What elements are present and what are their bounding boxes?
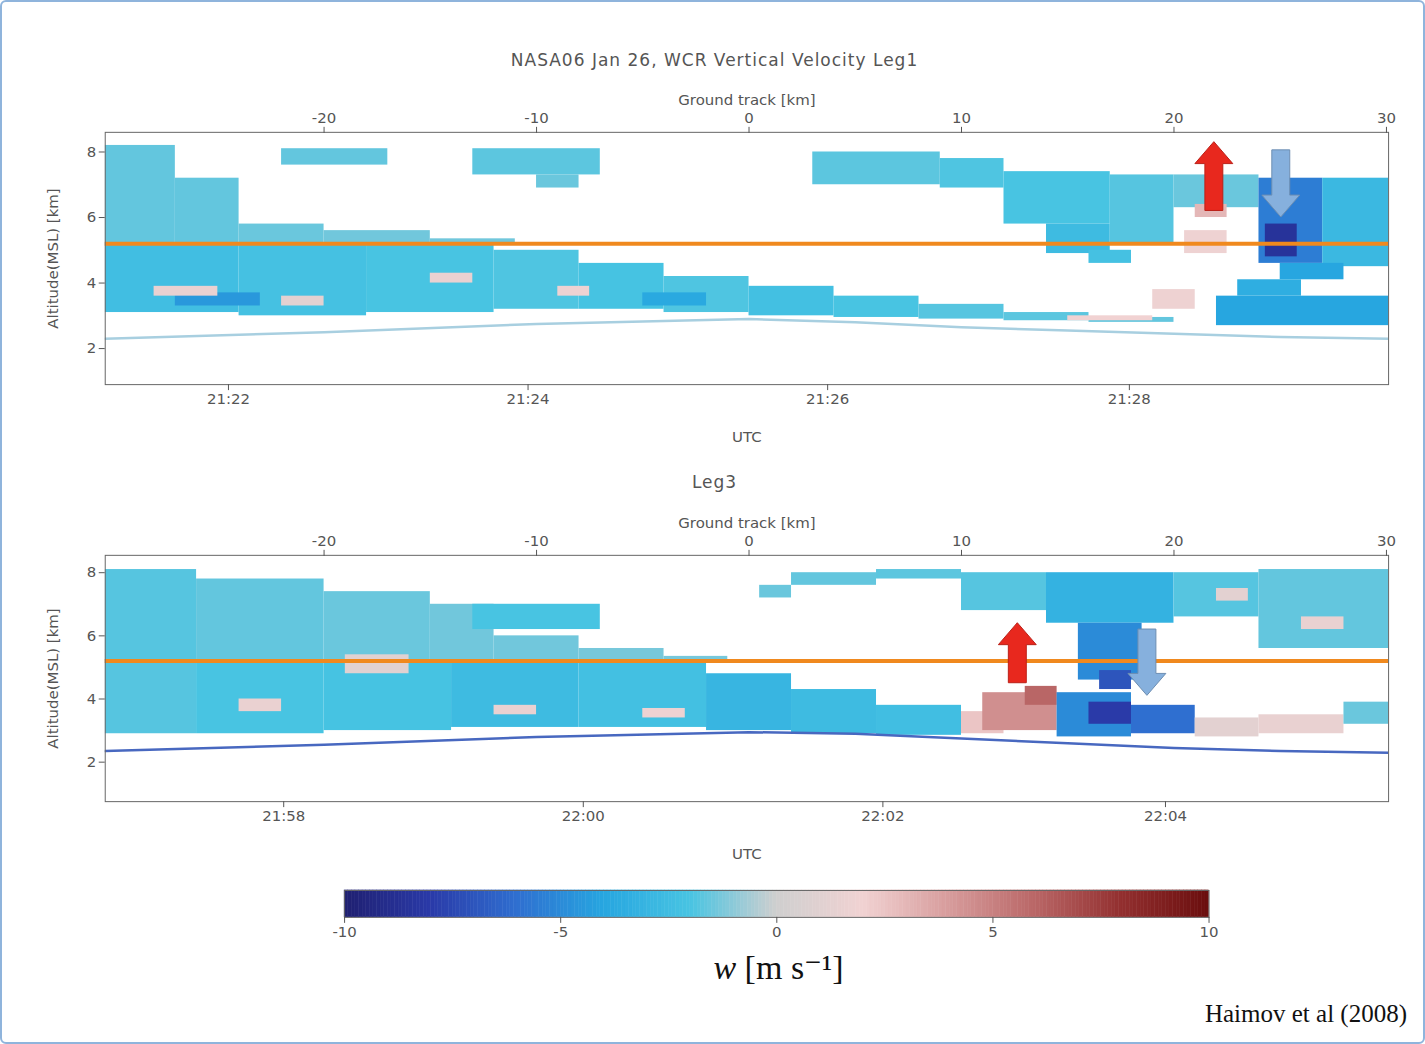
svg-text:0: 0: [772, 923, 782, 941]
svg-text:UTC: UTC: [732, 845, 762, 863]
svg-text:-20: -20: [312, 532, 336, 550]
svg-text:2: 2: [87, 753, 97, 771]
html-text:Leg3: Leg3: [691, 472, 738, 492]
svg-text:10: 10: [1200, 923, 1219, 941]
svg-text:UTC: UTC: [732, 428, 762, 446]
svg-text:10: 10: [952, 109, 971, 127]
svg-text:-20: -20: [312, 109, 336, 127]
svg-text:2: 2: [87, 339, 97, 357]
html-text:Haimov et al (2008): Haimov et al (2008): [1205, 1000, 1407, 1027]
svg-text:6: 6: [87, 208, 97, 226]
svg-text:30: 30: [1377, 109, 1396, 127]
svg-text:0: 0: [744, 109, 754, 127]
svg-text:Altitude(MSL) [km]: Altitude(MSL) [km]: [44, 608, 62, 748]
svg-text:6: 6: [87, 627, 97, 645]
svg-text:20: 20: [1164, 109, 1183, 127]
svg-text:21:26: 21:26: [806, 390, 849, 408]
svg-text:Ground track [km]: Ground track [km]: [678, 514, 815, 532]
svg-text:21:22: 21:22: [207, 390, 250, 408]
svg-text:20: 20: [1164, 532, 1183, 550]
svg-text:0: 0: [744, 532, 754, 550]
svg-text:Altitude(MSL) [km]: Altitude(MSL) [km]: [44, 188, 62, 328]
svg-text:-10: -10: [524, 109, 548, 127]
svg-text:22:00: 22:00: [562, 807, 605, 825]
svg-text:5: 5: [988, 923, 998, 941]
svg-text:21:24: 21:24: [507, 390, 550, 408]
svg-text:8: 8: [87, 563, 97, 581]
svg-text:Ground track [km]: Ground track [km]: [678, 91, 815, 109]
html-text:NASA06 Jan 26, WCR Vertical Ve: NASA06 Jan 26, WCR Vertical Velocity Leg…: [510, 50, 919, 70]
svg-text:-10: -10: [524, 532, 548, 550]
html-text:w [m s⁻¹]: w [m s⁻¹]: [713, 949, 844, 986]
svg-text:22:02: 22:02: [861, 807, 904, 825]
svg-text:21:28: 21:28: [1108, 390, 1151, 408]
svg-text:10: 10: [952, 532, 971, 550]
svg-text:-10: -10: [332, 923, 356, 941]
svg-text:30: 30: [1377, 532, 1396, 550]
svg-text:21:58: 21:58: [262, 807, 305, 825]
svg-text:4: 4: [87, 274, 97, 292]
svg-text:4: 4: [87, 690, 97, 708]
svg-text:22:04: 22:04: [1144, 807, 1187, 825]
svg-text:8: 8: [87, 143, 97, 161]
svg-text:-5: -5: [553, 923, 568, 941]
